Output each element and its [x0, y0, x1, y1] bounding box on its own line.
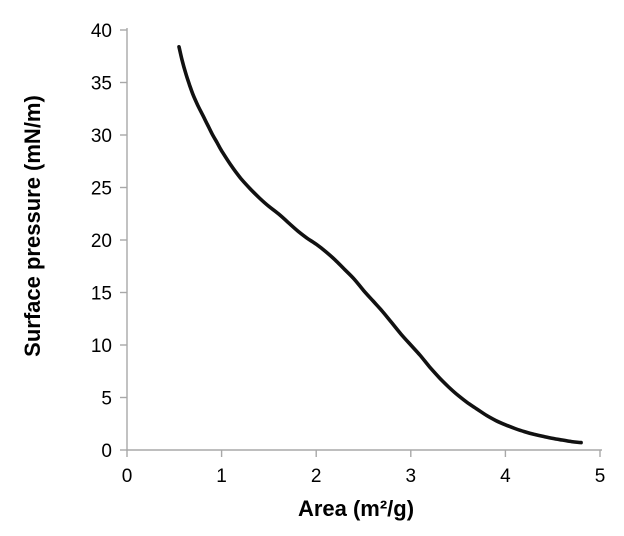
x-tick-label: 1: [216, 466, 227, 487]
data-series: [177, 45, 583, 445]
x-tick-label: 5: [595, 466, 606, 487]
y-tick-label: 25: [91, 179, 112, 200]
y-tick-label: 5: [101, 389, 112, 410]
x-axis-title: Area (m²/g): [298, 496, 414, 521]
x-tick-label: 0: [122, 466, 133, 487]
pressure-area-curve: [177, 45, 583, 445]
x-tick-label: 2: [311, 466, 322, 487]
tick-marks: [120, 29, 601, 457]
x-tick-label: 4: [500, 466, 511, 487]
y-tick-label: 20: [91, 231, 112, 252]
axes: [126, 28, 602, 451]
y-tick-label: 10: [91, 336, 112, 357]
tick-labels: 0 1 2 3 4 5 0 5 10 15 20 25 30 35 40: [91, 21, 605, 487]
x-tick-label: 3: [406, 466, 417, 487]
y-tick-label: 15: [91, 284, 112, 305]
y-tick-label: 35: [91, 74, 112, 95]
y-axis-title: Surface pressure (mN/m): [20, 95, 45, 357]
y-tick-label: 0: [101, 441, 112, 462]
y-tick-label: 40: [91, 21, 112, 42]
y-tick-label: 30: [91, 126, 112, 147]
